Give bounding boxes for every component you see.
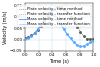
X-axis label: Time (s): Time (s)	[49, 59, 69, 64]
Mass velocity - transfer function	[24, 38, 25, 39]
Plate velocity - time method	[58, 6, 60, 7]
Legend: Plate velocity - time method, Plate velocity - transfer function, Mass velocity : Plate velocity - time method, Plate velo…	[17, 5, 91, 27]
Plate velocity - transfer function	[93, 38, 94, 39]
Mass velocity - time method	[57, 19, 58, 20]
Plate velocity - transfer function	[61, 7, 63, 8]
Mass velocity - time method	[91, 41, 93, 42]
Mass velocity - time method	[80, 46, 82, 47]
Line: Plate velocity - transfer function: Plate velocity - transfer function	[25, 7, 93, 39]
Plate velocity - time method	[91, 38, 93, 39]
Plate velocity - time method	[61, 7, 63, 8]
Line: Mass velocity - time method: Mass velocity - time method	[25, 14, 93, 46]
Plate velocity - transfer function	[91, 38, 93, 39]
Mass velocity - time method	[81, 46, 82, 47]
Mass velocity - transfer function	[61, 26, 63, 27]
Mass velocity - transfer function	[81, 46, 82, 47]
Line: Mass velocity - transfer function: Mass velocity - transfer function	[25, 14, 93, 46]
Mass velocity - time method	[61, 26, 63, 27]
Plate velocity - transfer function	[58, 6, 60, 7]
Plate velocity - transfer function	[24, 38, 25, 39]
Plate velocity - time method	[24, 38, 25, 39]
Mass velocity - transfer function	[91, 41, 93, 42]
Mass velocity - time method	[93, 40, 94, 41]
Mass velocity - transfer function	[57, 19, 58, 20]
Line: Plate velocity - time method: Plate velocity - time method	[25, 7, 93, 39]
Plate velocity - time method	[65, 10, 66, 11]
Mass velocity - transfer function	[80, 46, 82, 47]
Plate velocity - transfer function	[65, 10, 66, 11]
Mass velocity - transfer function	[50, 13, 52, 14]
Plate velocity - transfer function	[57, 7, 58, 8]
Mass velocity - time method	[24, 38, 25, 39]
Mass velocity - transfer function	[93, 40, 94, 41]
Plate velocity - time method	[57, 7, 58, 8]
Plate velocity - time method	[93, 38, 94, 39]
Mass velocity - time method	[50, 13, 52, 14]
Y-axis label: Velocity (m/s): Velocity (m/s)	[4, 10, 8, 44]
